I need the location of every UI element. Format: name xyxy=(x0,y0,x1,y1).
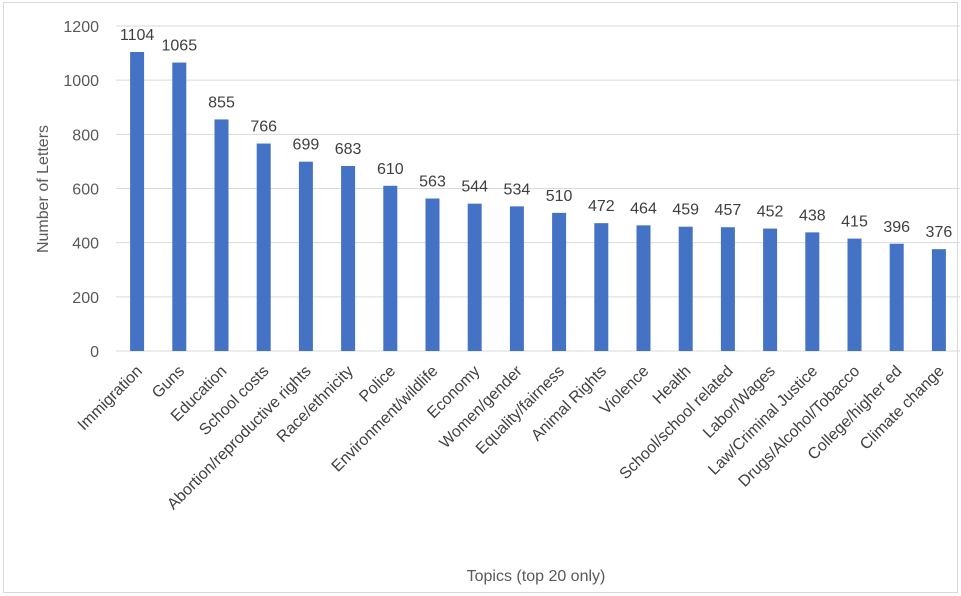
data-label: 534 xyxy=(504,181,531,198)
x-category-label: Race/ethnicity xyxy=(274,363,357,446)
data-label: 544 xyxy=(461,179,488,196)
bar xyxy=(847,238,862,351)
bars xyxy=(130,52,946,351)
data-label: 510 xyxy=(546,188,573,205)
data-label: 459 xyxy=(672,202,699,219)
y-tick-label: 800 xyxy=(72,127,99,144)
bar xyxy=(509,206,524,351)
bar xyxy=(214,119,229,351)
y-tick-label: 200 xyxy=(72,290,99,307)
bar xyxy=(298,161,313,351)
bar xyxy=(552,212,567,351)
bar xyxy=(931,249,946,351)
x-category-label: Guns xyxy=(149,363,188,402)
data-label: 472 xyxy=(588,198,615,215)
bar xyxy=(720,227,735,351)
data-label: 464 xyxy=(630,200,657,217)
data-label: 699 xyxy=(293,137,320,154)
y-tick-label: 1000 xyxy=(63,73,99,90)
data-label: 452 xyxy=(757,204,784,221)
data-label: 457 xyxy=(715,202,742,219)
y-tick-label: 600 xyxy=(72,182,99,199)
bar xyxy=(763,228,778,351)
bar xyxy=(636,225,651,351)
gridlines xyxy=(116,25,960,352)
y-tick-label: 1200 xyxy=(63,19,99,36)
data-label: 1065 xyxy=(162,38,198,55)
data-label: 438 xyxy=(799,207,826,224)
x-category-label: Animal Rights xyxy=(528,363,610,445)
bar xyxy=(594,223,609,351)
x-category-label: Immigration xyxy=(75,363,146,434)
bar xyxy=(172,62,187,351)
bar xyxy=(256,143,271,351)
bar xyxy=(467,203,482,351)
data-label: 396 xyxy=(883,219,910,236)
y-tick-label: 0 xyxy=(90,344,99,361)
bar xyxy=(425,198,440,351)
bar xyxy=(678,226,693,351)
data-label: 1104 xyxy=(120,27,155,44)
bar xyxy=(805,232,820,351)
data-label: 766 xyxy=(250,119,277,136)
data-label: 563 xyxy=(419,174,446,191)
x-axis-title: Topics (top 20 only) xyxy=(467,568,606,585)
data-label: 683 xyxy=(335,141,362,158)
bar xyxy=(130,52,145,351)
data-label: 415 xyxy=(841,214,868,231)
data-labels: 1104 1065 855 766 699 683 610 563 544 534 510 472 46… xyxy=(120,27,952,241)
data-label: 376 xyxy=(926,224,953,241)
y-tick-label: 400 xyxy=(72,236,99,253)
bar xyxy=(889,243,904,351)
y-axis-ticks: 0 200 400 600 800 1000 1200 xyxy=(63,19,99,361)
bar xyxy=(341,166,356,351)
data-label: 855 xyxy=(208,94,235,111)
data-label: 610 xyxy=(377,161,404,178)
y-axis-title: Number of Letters xyxy=(35,125,52,253)
bar xyxy=(383,185,398,351)
